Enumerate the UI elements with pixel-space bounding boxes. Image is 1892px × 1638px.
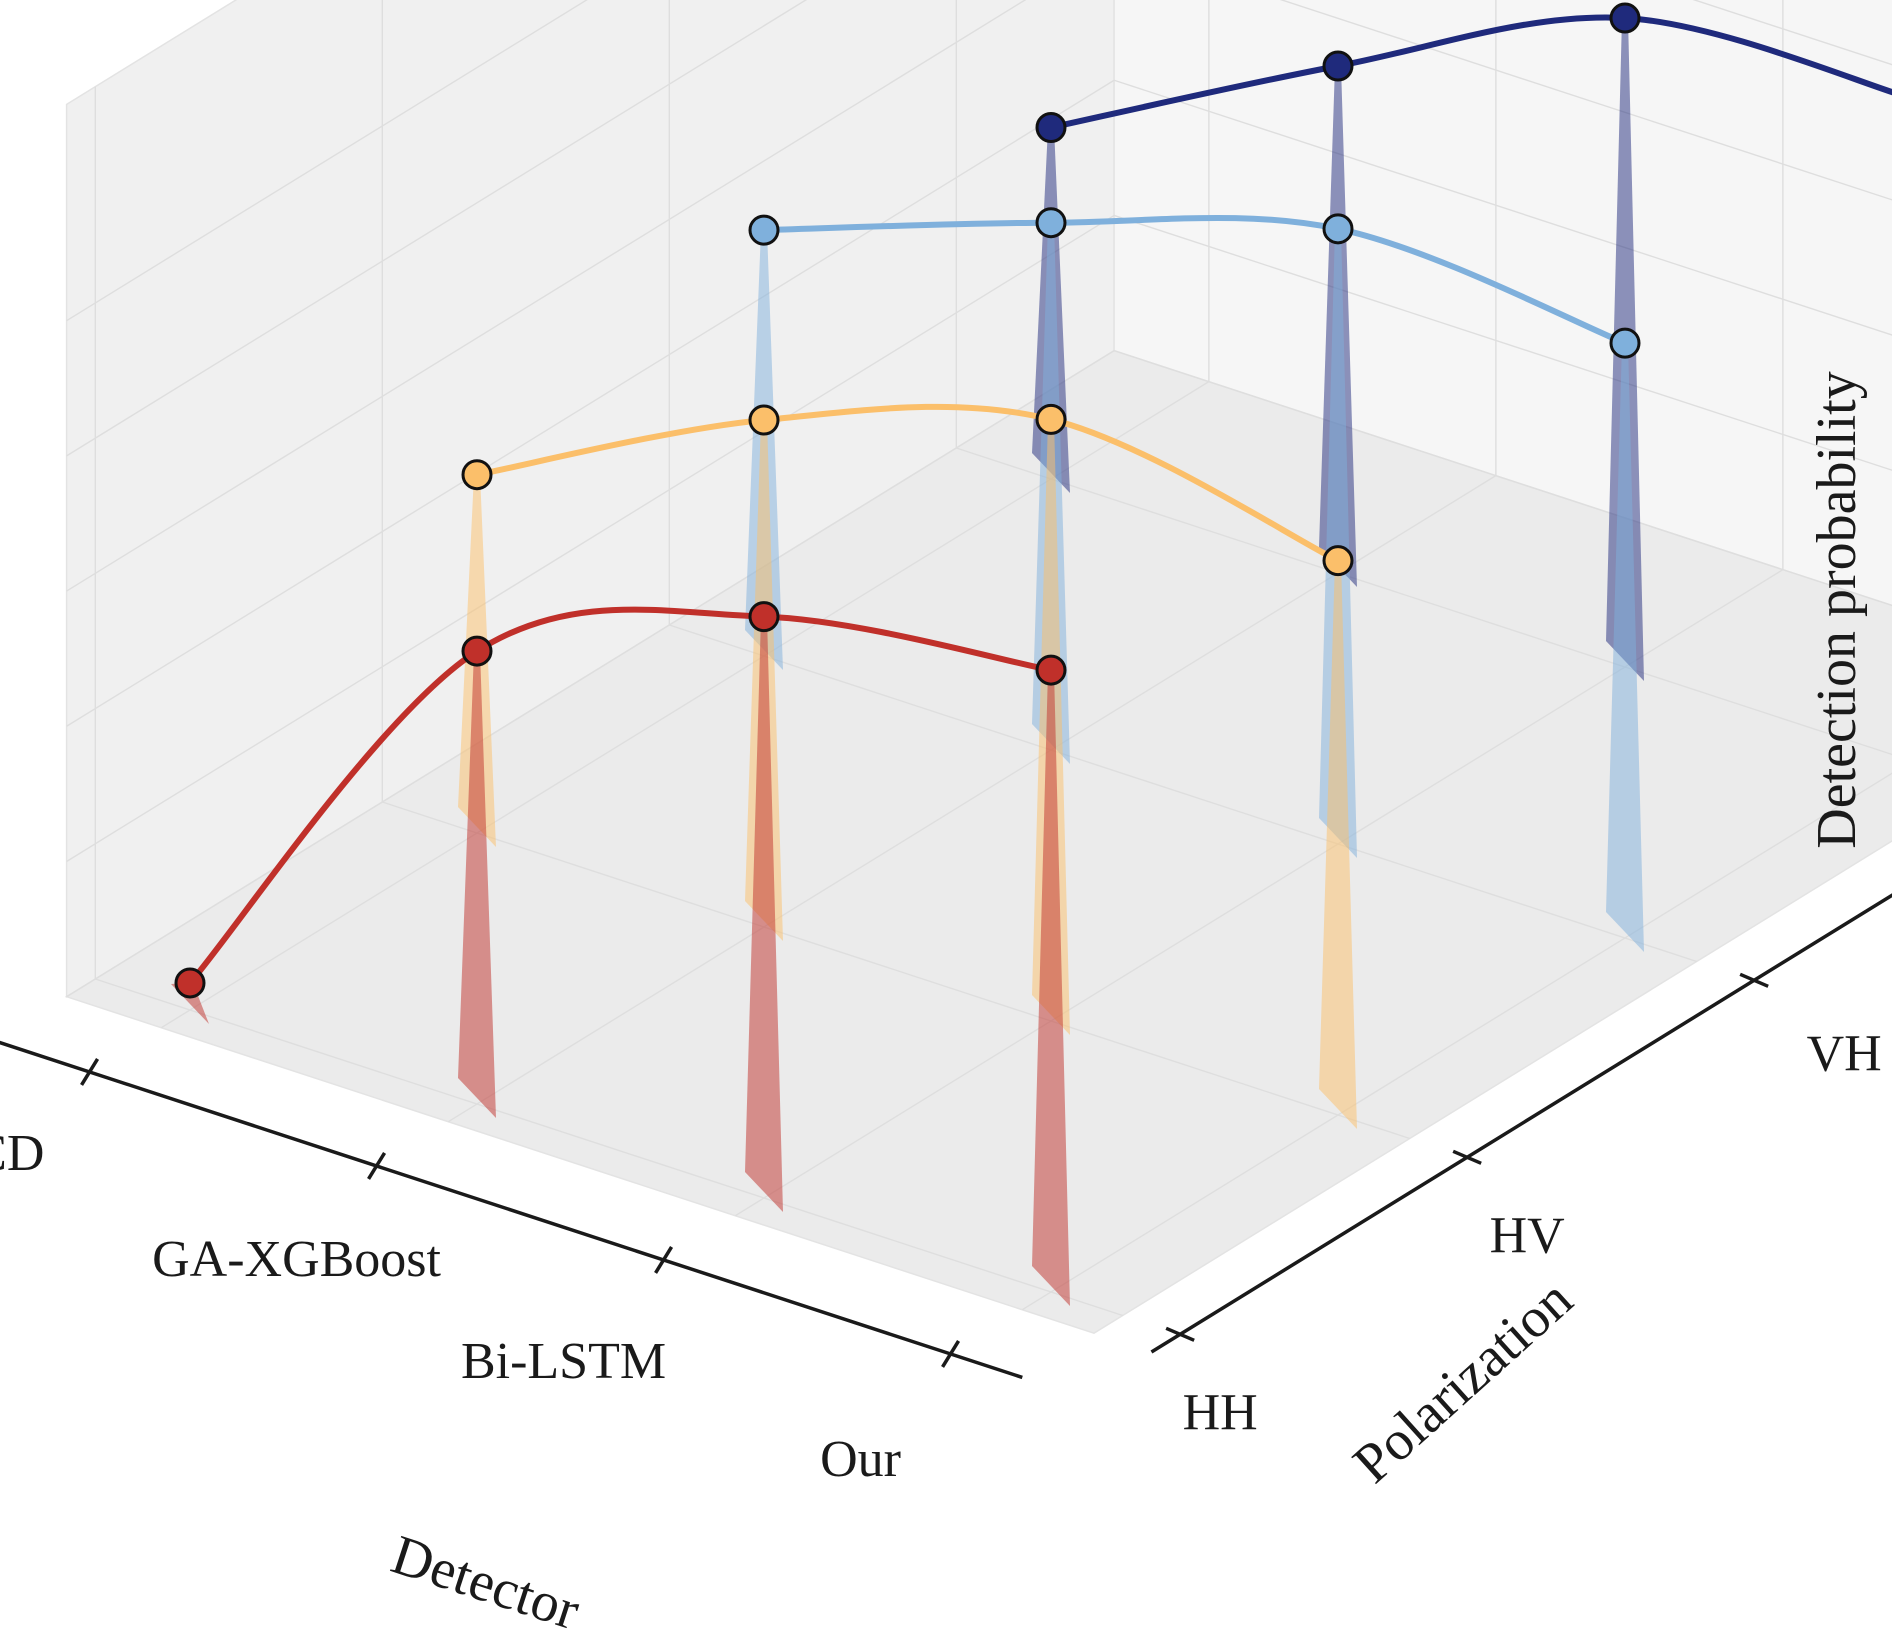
grid-line-back-z <box>66 0 588 322</box>
y-tick-label: HV <box>1490 1207 1565 1264</box>
data-point-vv-0 <box>1035 111 1067 143</box>
grid-line-floor-x <box>734 569 1784 1217</box>
y-tick-label: VH <box>1807 1025 1882 1082</box>
grid-line-floor-x <box>447 475 1497 1123</box>
data-point-hv-2 <box>1035 403 1067 435</box>
y-axis-line <box>1150 893 1892 1354</box>
grid-line-back-z <box>66 350 1115 998</box>
data-point-hv-3 <box>1322 545 1354 577</box>
grid-line-floor-y <box>95 978 1123 1317</box>
grid-line-back-z <box>66 0 1027 592</box>
chart-panes <box>64 0 1892 1335</box>
x-tick <box>654 1246 674 1274</box>
data-points <box>174 2 1641 999</box>
grid-line-floor-y <box>382 801 1410 1140</box>
grid-line-floor-x <box>160 381 1210 1029</box>
data-point-vh-3 <box>1609 327 1641 359</box>
grid-line-back-z <box>66 79 1115 727</box>
data-point-vh-2 <box>1322 213 1354 245</box>
x-tick-label: Our <box>820 1431 901 1488</box>
z-axis-title: Detection probability <box>1806 371 1868 848</box>
series-curve-hh <box>187 606 1054 986</box>
y-axis-title: Polarization <box>1342 1268 1585 1495</box>
grid-line-back-z <box>66 0 808 457</box>
data-point-hh-0 <box>174 967 206 999</box>
x-tick-label: GCD <box>0 1125 44 1182</box>
y-tick <box>1452 1149 1482 1165</box>
x-axis-line <box>0 1040 1023 1380</box>
data-point-hv-1 <box>748 404 780 436</box>
data-point-hh-3 <box>1035 654 1067 686</box>
stem-vh-2 <box>1319 228 1357 859</box>
x-tick <box>80 1058 100 1086</box>
x-tick-label: Bi-LSTM <box>461 1333 666 1390</box>
x-tick <box>941 1340 961 1368</box>
axes: GCDGA-XGBoostBi-LSTMOurHHHVVHVV0.00.20.4… <box>0 893 1892 1488</box>
data-point-hh-2 <box>748 601 780 633</box>
x-tick <box>367 1152 387 1180</box>
series-curve-vv <box>1048 14 1892 131</box>
data-point-vv-1 <box>1322 50 1354 82</box>
series-curve-vh <box>761 214 1628 347</box>
series-curves <box>187 14 1892 986</box>
stem-hh-3 <box>1032 670 1070 1306</box>
stem-hh-2 <box>745 616 783 1212</box>
y-tick-label: HH <box>1183 1384 1258 1441</box>
data-point-vh-0 <box>748 214 780 246</box>
series-curve-hv <box>474 403 1341 564</box>
stem-hv-3 <box>1319 560 1357 1129</box>
grid-line-floor-x <box>1021 772 1892 1311</box>
grid-line-floor-y <box>669 624 1697 963</box>
grid-line-back-z <box>66 214 1115 863</box>
y-tick <box>1165 1326 1195 1342</box>
grid-line-floor-y <box>956 447 1892 756</box>
y-tick <box>1739 972 1769 988</box>
grid-lines <box>66 0 1892 1317</box>
data-point-vv-2 <box>1609 2 1641 34</box>
data-point-hv-0 <box>461 459 493 491</box>
data-point-vh-1 <box>1035 207 1067 239</box>
data-point-hh-1 <box>461 635 493 667</box>
stem-vh-3 <box>1606 343 1644 952</box>
stem-hh-1 <box>458 651 496 1118</box>
x-tick-label: GA-XGBoost <box>152 1231 441 1288</box>
stems <box>171 18 1644 1306</box>
x-axis-title: Detector <box>384 1524 587 1638</box>
